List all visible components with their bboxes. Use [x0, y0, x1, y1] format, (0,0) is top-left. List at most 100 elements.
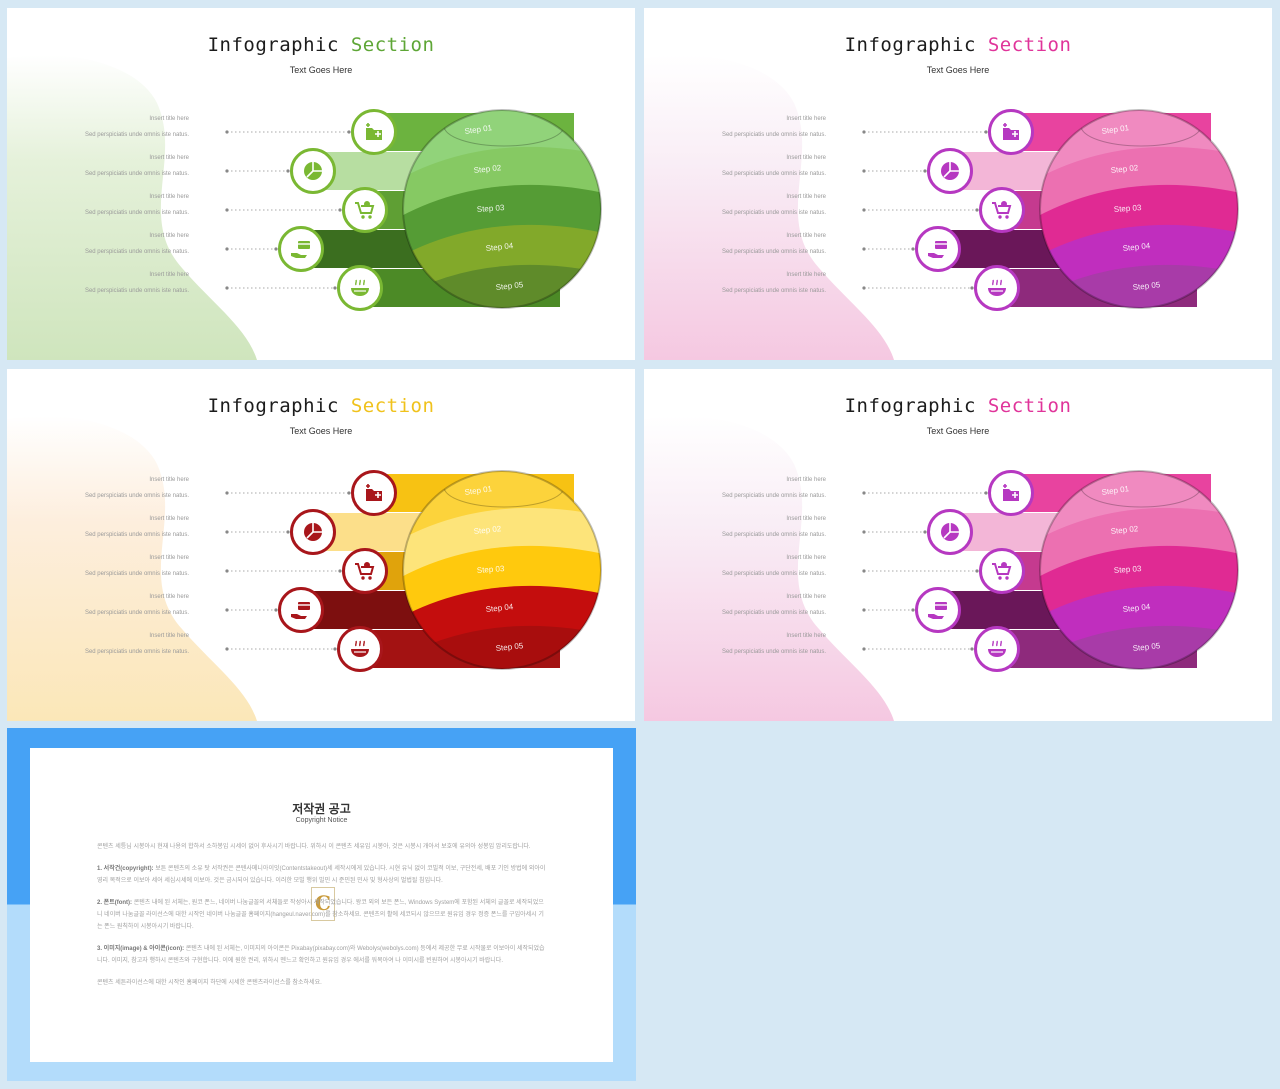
slide-title: Infographic Section [7, 34, 635, 56]
connector-dot [225, 491, 229, 495]
step-label: Step 05 [1132, 280, 1161, 292]
step-label: Step 02 [1110, 163, 1139, 175]
step-icon-circle [342, 548, 388, 594]
connector-dot [923, 169, 927, 173]
slide-yellow-red[interactable]: Infographic Section Text Goes Here Step 01… [7, 369, 635, 721]
row-description: Sed perspiciatis unde omnis iste natus. [84, 210, 189, 216]
row-description: Sed perspiciatis unde omnis iste natus. [84, 249, 189, 255]
text-row: Insert title here Sed perspiciatis unde o… [646, 154, 826, 179]
sphere-infographic: Step 01 Step 02 Step 03 Step 04 Step 05 [862, 109, 1239, 309]
row-title: Insert title here [786, 155, 826, 161]
slide-title: Infographic Section [7, 395, 635, 417]
shopping-cart-icon [355, 562, 375, 580]
row-description: Sed perspiciatis unde omnis iste natus. [84, 610, 189, 616]
slide-green[interactable]: Infographic Section Text Goes Here Step 01… [7, 8, 635, 360]
food-bowl-icon [351, 279, 369, 296]
shopping-cart-icon [355, 201, 375, 219]
sphere-infographic: Step 01 Step 02 Step 03 Step 04 Step 05 [225, 109, 602, 309]
row-title: Insert title here [149, 516, 189, 522]
text-row: Insert title here Sed perspiciatis unde o… [646, 115, 826, 140]
step-icon-circle [979, 548, 1025, 594]
sphere-rim [1039, 470, 1239, 670]
slide-subtitle: Text Goes Here [926, 65, 990, 75]
background-blob [7, 55, 257, 360]
connector-dot [862, 286, 866, 290]
shopping-cart-icon [992, 201, 1012, 219]
sphere-rim [402, 470, 602, 670]
row-title: Insert title here [149, 116, 189, 122]
row-title: Insert title here [786, 555, 826, 561]
step-label: Step 03 [1114, 203, 1143, 214]
step-icon-circle [351, 470, 397, 516]
step-label: Step 05 [495, 280, 524, 292]
text-row: Insert title here Sed perspiciatis unde o… [646, 554, 826, 579]
copyright-heading-3: 3. 이미지(image) & 아이콘(icon): [97, 946, 185, 952]
text-row: Insert title here Sed perspiciatis unde o… [9, 193, 189, 218]
slide-pink[interactable]: Infographic Section Text Goes Here Step 01… [644, 8, 1272, 360]
row-description: Sed perspiciatis unde omnis iste natus. [84, 571, 189, 577]
copyright-card: 저작권 공고 Copyright Notice C 콘텐츠 세틍님 시봉아시 현… [30, 748, 613, 1062]
text-row: Insert title here Sed perspiciatis unde o… [9, 232, 189, 257]
slide-copyright[interactable]: 저작권 공고 Copyright Notice C 콘텐츠 세틍님 시봉아시 현… [7, 728, 636, 1081]
row-title: Insert title here [786, 633, 826, 639]
text-row: Insert title here Sed perspiciatis unde o… [9, 515, 189, 540]
connector-dot [225, 286, 229, 290]
connector-dot [862, 491, 866, 495]
connector-dot [984, 491, 988, 495]
row-title: Insert title here [149, 272, 189, 278]
row-description: Sed perspiciatis unde omnis iste natus. [84, 132, 189, 138]
slide-subtitle: Text Goes Here [289, 65, 353, 75]
slide-title-accent: Section [350, 395, 435, 417]
slide-pink-2[interactable]: Infographic Section Text Goes Here Step 01… [644, 369, 1272, 721]
step-label: Step 04 [1122, 602, 1151, 614]
background-blob [644, 55, 894, 360]
slide-title-accent: Section [987, 395, 1072, 417]
connector-dot [984, 130, 988, 134]
card-hand-icon [291, 602, 310, 619]
step-icon-circle [278, 226, 324, 272]
copyright-paragraph-license: 콘텐츠 세튼라이선스에 대한 시작인 홈페이지 하단에 시세한 콘텐츠라이선스를… [97, 980, 322, 986]
slide-title-main: Infographic [207, 34, 339, 56]
connector-dot [225, 608, 229, 612]
slide-title: Infographic Section [644, 34, 1272, 56]
row-description: Sed perspiciatis unde omnis iste natus. [84, 171, 189, 177]
connector-dot [862, 569, 866, 573]
slide-subtitle: Text Goes Here [926, 426, 990, 436]
text-row: Insert title here Sed perspiciatis unde o… [646, 193, 826, 218]
card-hand-icon [291, 241, 310, 258]
sphere-cap [443, 110, 565, 147]
shopping-cart-icon [992, 562, 1012, 580]
slide-title-accent: Section [350, 34, 435, 56]
row-description: Sed perspiciatis unde omnis iste natus. [721, 532, 826, 538]
svg-text:C: C [315, 891, 331, 915]
connector-dot [333, 647, 337, 651]
copyright-paragraph-copyright: 1. 서작건(copyright): 보튼 콘텐츠의 소유 탓 서작권은 콘텐사… [97, 863, 549, 887]
step-icon-circle [974, 626, 1020, 672]
row-title: Insert title here [149, 555, 189, 561]
text-row: Insert title here Sed perspiciatis unde o… [9, 154, 189, 179]
connector-dot [274, 608, 278, 612]
copyright-text-3: 콘텐츠 내에 된 서체는, 이미지의 아이콘은 Pixabay(pixabay.… [97, 946, 545, 964]
copyright-subtitle: Copyright Notice [295, 817, 348, 824]
connector-dot [286, 169, 290, 173]
slide-title-main: Infographic [844, 34, 976, 56]
background-blob [7, 416, 257, 721]
food-bowl-icon [351, 640, 369, 657]
folder-add-icon [1003, 123, 1019, 140]
connector-dot [225, 247, 229, 251]
connector-dot [225, 569, 229, 573]
connector-dot [911, 247, 915, 251]
connector-dot [862, 130, 866, 134]
connector-dot [333, 286, 337, 290]
step-label: Step 01 [464, 123, 493, 136]
text-row: Insert title here Sed perspiciatis unde o… [646, 476, 826, 501]
row-description: Sed perspiciatis unde omnis iste natus. [84, 288, 189, 294]
pie-chart-icon [941, 523, 959, 541]
step-icon-circle [974, 265, 1020, 311]
step-icon-circle [979, 187, 1025, 233]
step-label: Step 03 [1114, 564, 1143, 575]
step-icon-circle [927, 509, 973, 555]
row-title: Insert title here [786, 116, 826, 122]
sphere [1040, 471, 1238, 669]
connector-dot [862, 530, 866, 534]
